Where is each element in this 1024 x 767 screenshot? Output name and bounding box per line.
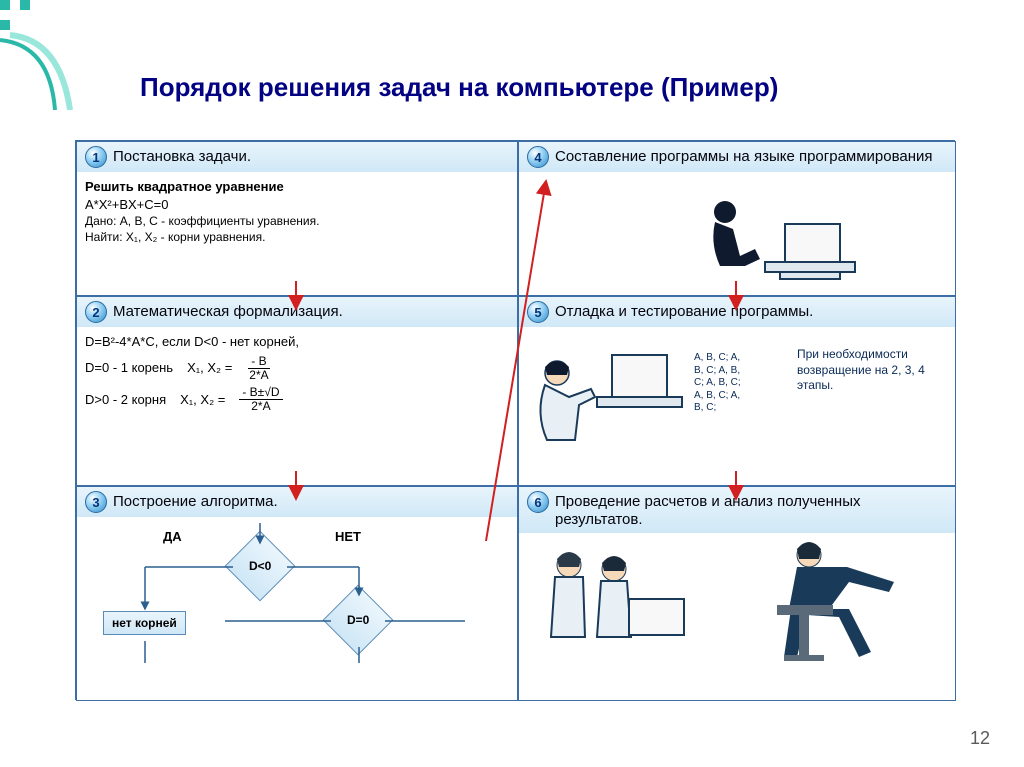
analysis-people-icon	[529, 537, 929, 687]
corner-decoration	[0, 0, 90, 110]
abc-block: A, B, C; A, B, C; A, B, C; A, B, C; A, B…	[694, 352, 779, 415]
case1-label: D>0 - 2 корня	[85, 391, 166, 409]
step-title-6: Проведение расчетов и анализ полученных …	[555, 491, 947, 529]
case0-frac: - B 2*A	[246, 355, 271, 382]
flowchart: ДА НЕТ D<0 D=0 нет корней	[85, 523, 509, 663]
case0-label: D=0 - 1 корень	[85, 359, 173, 377]
step-badge-4: 4	[527, 146, 549, 168]
step-badge-2: 2	[85, 301, 107, 323]
page-number: 12	[970, 728, 990, 749]
step-4: 4 Составление программы на языке програм…	[518, 141, 956, 296]
step-badge-3: 3	[85, 491, 107, 513]
step1-line1: A*X²+BX+C=0	[85, 196, 509, 214]
step-title-4: Составление программы на языке программи…	[555, 146, 933, 166]
step-3: 3 Построение алгоритма. ДА НЕТ D<0 D=0 н…	[76, 486, 518, 701]
step1-line2: Дано: A, B, C - коэффициенты уравнения.	[85, 213, 509, 229]
step-1: 1 Постановка задачи. Решить квадратное у…	[76, 141, 518, 296]
person-at-computer-icon	[685, 194, 865, 289]
step2-discriminant: D=B²-4*A*C, если D<0 - нет корней,	[85, 333, 509, 351]
page-title: Порядок решения задач на компьютере (При…	[140, 72, 778, 103]
debug-person-icon	[527, 345, 687, 455]
step1-line3: Найти: X₁, X₂ - корни уравнения.	[85, 229, 509, 245]
step5-note: При необходимости возвращение на 2, 3, 4…	[797, 347, 947, 394]
flow-lines	[85, 523, 509, 663]
step-2: 2 Математическая формализация. D=B²-4*A*…	[76, 296, 518, 486]
steps-grid: 1 Постановка задачи. Решить квадратное у…	[75, 140, 955, 700]
case1-lhs: X₁, X₂ =	[180, 391, 225, 409]
step-title-3: Построение алгоритма.	[113, 491, 278, 511]
step1-line0: Решить квадратное уравнение	[85, 178, 509, 196]
step-title-2: Математическая формализация.	[113, 301, 343, 321]
step-title-1: Постановка задачи.	[113, 146, 251, 166]
step-5: 5 Отладка и тестирование программы. A, B…	[518, 296, 956, 486]
step-badge-5: 5	[527, 301, 549, 323]
step-title-5: Отладка и тестирование программы.	[555, 301, 813, 321]
step-badge-6: 6	[527, 491, 549, 513]
case0-lhs: X₁, X₂ =	[187, 359, 232, 377]
step-badge-1: 1	[85, 146, 107, 168]
case1-frac: - B±√D 2*A	[239, 386, 282, 413]
step-6: 6 Проведение расчетов и анализ полученны…	[518, 486, 956, 701]
